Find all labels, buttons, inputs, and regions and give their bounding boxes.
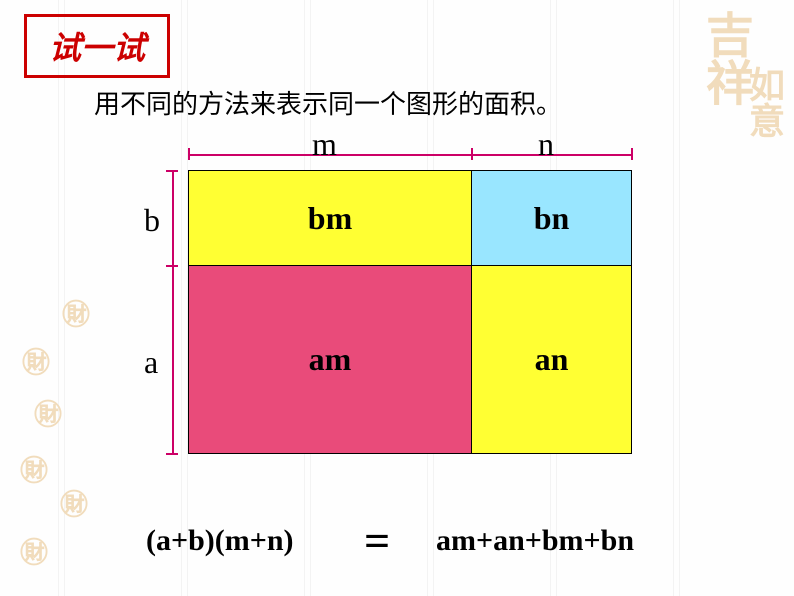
dim-label-b: b [144,202,160,239]
cell-an-label: an [535,341,569,378]
cell-bn-label: bn [534,200,570,237]
decorative-seal-6: ㊖ [20,540,48,568]
cell-bm: bm [188,170,472,266]
decorative-seal-1: ㊖ [62,302,90,330]
cell-am-label: am [309,341,352,378]
dim-tick [188,148,190,160]
dim-line-b [172,170,174,266]
dim-tick [166,170,178,172]
decorative-seal-3: ㊖ [34,402,62,430]
decorative-seal-4: ㊖ [20,458,48,486]
decorative-seal-big-2: 如意 [746,66,782,138]
subtitle-text: 用不同的方法来表示同一个图形的面积。 [94,84,562,121]
decorative-seal-5: ㊖ [60,492,88,520]
dim-tick [166,453,178,455]
cell-bm-label: bm [308,200,352,237]
dim-label-m: m [312,126,337,163]
dim-label-n: n [538,126,554,163]
decorative-seal-2: ㊖ [22,350,50,378]
dim-line-a [172,266,174,454]
equals-sign: = [364,514,390,567]
cell-bn: bn [471,170,632,266]
title-box: 试一试 [24,14,170,78]
dim-label-a: a [144,344,158,381]
title-text: 试一试 [49,30,145,66]
equation-lhs: (a+b)(m+n) [146,524,294,558]
cell-an: an [471,265,632,454]
cell-am: am [188,265,472,454]
equation-rhs: am+an+bm+bn [436,524,634,558]
dim-tick [631,148,633,160]
decorative-seal-big-1: 吉祥 [700,10,748,106]
